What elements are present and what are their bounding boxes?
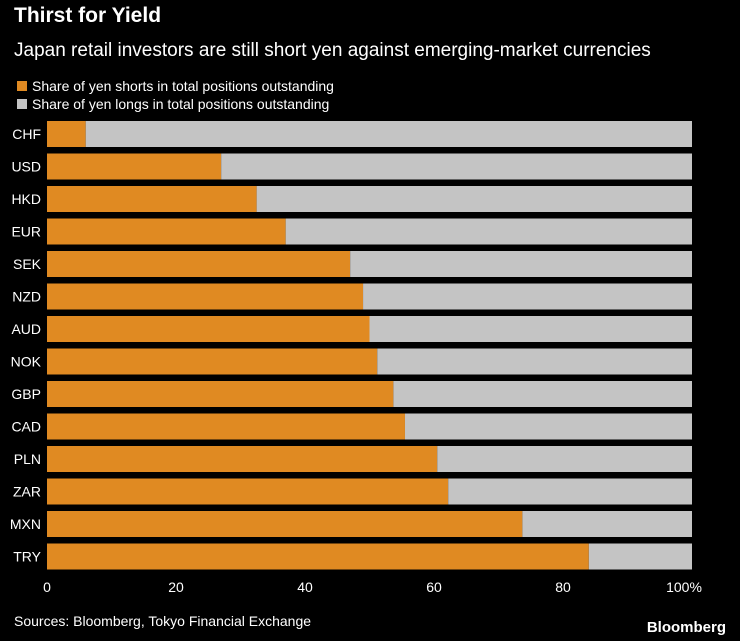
chart-title: Thirst for Yield: [14, 4, 162, 27]
category-label-zar: ZAR: [13, 484, 41, 500]
bar-longs-gbp: [393, 381, 692, 407]
bar-longs-eur: [285, 218, 692, 245]
bar-shorts-usd: [47, 153, 222, 180]
bar-shorts-mxn: [47, 511, 523, 537]
x-tick-label-80: 80: [555, 579, 571, 595]
category-label-eur: EUR: [11, 224, 41, 240]
bar-longs-hkd: [256, 186, 692, 212]
bar-longs-try: [588, 543, 692, 570]
x-tick-label-20: 20: [168, 579, 184, 595]
category-label-gbp: GBP: [11, 386, 41, 402]
category-label-aud: AUD: [11, 321, 41, 337]
category-label-mxn: MXN: [10, 516, 41, 532]
bar-longs-nok: [377, 348, 692, 375]
bar-shorts-sek: [47, 251, 351, 277]
legend-item-shorts: Share of yen shorts in total positions o…: [17, 78, 334, 94]
category-label-nok: NOK: [11, 354, 42, 370]
bar-longs-chf: [85, 121, 692, 147]
chart-subtitle: Japan retail investors are still short y…: [14, 40, 651, 61]
bar-longs-zar: [448, 478, 692, 505]
category-label-chf: CHF: [12, 126, 41, 142]
x-tick-label-60: 60: [426, 579, 442, 595]
legend-swatch-shorts: [17, 81, 27, 91]
bar-shorts-eur: [47, 218, 286, 245]
bar-shorts-gbp: [47, 381, 394, 407]
category-label-try: TRY: [13, 549, 41, 565]
bar-shorts-pln: [47, 446, 438, 472]
bar-shorts-try: [47, 543, 589, 570]
category-label-cad: CAD: [11, 419, 41, 435]
category-label-nzd: NZD: [12, 289, 41, 305]
bar-shorts-nzd: [47, 283, 364, 310]
bar-shorts-zar: [47, 478, 449, 505]
legend-label-longs: Share of yen longs in total positions ou…: [32, 96, 330, 112]
bar-longs-aud: [369, 316, 692, 342]
x-tick-label-40: 40: [297, 579, 313, 595]
bar-longs-pln: [437, 446, 692, 472]
legend-item-longs: Share of yen longs in total positions ou…: [17, 96, 329, 112]
source-note: Sources: Bloomberg, Tokyo Financial Exch…: [14, 613, 312, 629]
bloomberg-logo: Bloomberg: [646, 619, 726, 636]
x-tick-label-0: 0: [43, 579, 51, 595]
bar-longs-usd: [221, 153, 692, 180]
category-label-pln: PLN: [14, 451, 41, 467]
bar-shorts-nok: [47, 348, 378, 375]
legend-swatch-longs: [17, 99, 27, 109]
bar-shorts-chf: [47, 121, 86, 147]
category-label-sek: SEK: [13, 256, 42, 272]
bar-longs-nzd: [363, 283, 692, 310]
bar-longs-cad: [404, 413, 692, 440]
category-label-usd: USD: [11, 159, 41, 175]
bar-shorts-hkd: [47, 186, 257, 212]
bar-shorts-cad: [47, 413, 405, 440]
bar-shorts-aud: [47, 316, 370, 342]
bar-longs-mxn: [522, 511, 692, 537]
x-tick-label-100: 100%: [666, 579, 702, 595]
category-label-hkd: HKD: [11, 191, 41, 207]
legend-label-shorts: Share of yen shorts in total positions o…: [32, 78, 334, 94]
bar-longs-sek: [350, 251, 692, 277]
